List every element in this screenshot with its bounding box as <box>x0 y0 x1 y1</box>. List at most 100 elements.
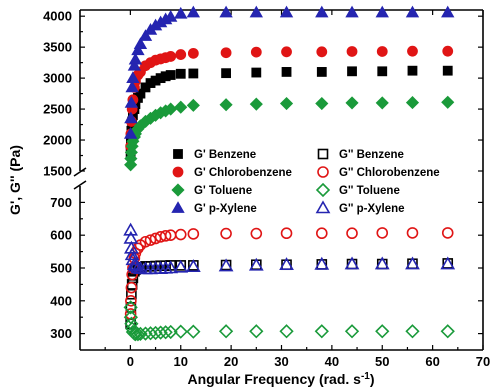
data-point <box>174 100 188 114</box>
data-point <box>344 324 360 339</box>
legend-label: G' Chlorobenzene <box>194 167 292 179</box>
legend-label: G' Toluene <box>194 185 252 197</box>
data-point <box>405 324 420 339</box>
data-point <box>346 46 358 57</box>
data-point <box>375 5 389 18</box>
data-point <box>125 80 139 93</box>
data-point <box>251 67 262 78</box>
data-point <box>144 234 157 246</box>
legend-item: G' Toluene <box>171 183 252 197</box>
y-tick-label: 3500 <box>43 40 72 55</box>
data-point <box>218 324 234 339</box>
data-point <box>173 324 188 339</box>
series-g-toluene <box>123 300 455 342</box>
series-g-p-xylene <box>123 222 456 275</box>
data-point <box>174 6 188 19</box>
x-tick-label: 30 <box>274 354 288 369</box>
data-point <box>124 96 139 108</box>
data-point <box>158 325 173 340</box>
data-point <box>163 260 179 274</box>
data-point <box>314 256 330 270</box>
legend-label: G'' Chlorobenzene <box>339 167 440 179</box>
legend-item: G'' Toluene <box>315 182 400 198</box>
x-tick-label: 20 <box>224 354 238 369</box>
data-point <box>135 88 146 99</box>
series-layer <box>123 5 456 342</box>
legend-marker <box>315 200 331 214</box>
data-point <box>376 227 389 239</box>
series-g-chlorobenzene <box>124 227 454 320</box>
x-tick-label: 40 <box>325 354 339 369</box>
legend-marker <box>317 166 329 178</box>
x-tick-label: 60 <box>425 354 439 369</box>
x-tick-label: 0 <box>127 354 134 369</box>
data-point <box>407 45 418 57</box>
x-axis-title: Angular Frequency (rad. s-1) <box>187 371 374 387</box>
legend-item: G' Benzene <box>173 149 256 161</box>
data-point <box>148 325 163 341</box>
data-point <box>127 58 142 71</box>
data-point <box>126 288 137 300</box>
data-point <box>249 5 264 18</box>
data-point <box>138 326 153 341</box>
axis-break-mark-top <box>73 167 87 177</box>
data-point <box>248 257 264 271</box>
legend-label: G'' p-Xylene <box>339 203 405 215</box>
data-point <box>279 324 294 339</box>
legend-label: G'' Toluene <box>339 185 400 197</box>
data-point <box>187 47 199 59</box>
y-ticks-upper: 1500 2000 2500 3000 3500 4000 <box>43 9 483 179</box>
data-point <box>175 49 187 60</box>
y-tick-label: 700 <box>50 195 72 210</box>
data-point <box>346 227 358 240</box>
data-point <box>163 324 178 340</box>
data-point <box>125 281 138 294</box>
data-point <box>316 46 328 58</box>
data-point <box>123 222 139 236</box>
legend-item: G'' p-Xylene <box>315 200 405 215</box>
data-point <box>153 325 168 340</box>
series-g-toluene <box>124 95 455 172</box>
data-point <box>173 259 189 273</box>
data-point <box>174 228 187 241</box>
legend-marker <box>315 182 331 198</box>
data-point <box>187 228 200 240</box>
data-point <box>220 227 232 240</box>
data-point <box>344 256 360 270</box>
legend-label: G'' Benzene <box>339 149 404 161</box>
data-point <box>220 47 232 59</box>
y-tick-label: 4000 <box>43 9 72 24</box>
data-point <box>374 256 390 270</box>
legend-item: G'' Chlorobenzene <box>317 166 440 179</box>
legend-item: G'' Benzene <box>317 148 404 161</box>
data-point <box>442 65 453 76</box>
legend-marker <box>171 201 185 213</box>
data-point <box>405 96 420 110</box>
x-ticks: 0 10 20 30 40 50 60 70 <box>104 10 490 369</box>
data-point <box>280 227 293 240</box>
data-point <box>442 45 454 57</box>
data-point <box>315 5 329 18</box>
legend-item: G' p-Xylene <box>171 201 257 215</box>
series-g-p-xylene <box>123 5 455 139</box>
series-g-benzene <box>125 65 453 158</box>
data-point <box>441 227 454 239</box>
data-point <box>186 5 201 18</box>
y-tick-label: 300 <box>50 326 72 341</box>
x-tick-label: 50 <box>375 354 389 369</box>
y-ticks-lower: 300 400 500 600 700 <box>50 195 483 341</box>
data-point <box>128 52 143 65</box>
data-point <box>165 51 177 62</box>
data-point <box>219 98 233 112</box>
x-tick-label: 10 <box>174 354 188 369</box>
data-point <box>316 67 327 77</box>
data-point <box>123 300 138 315</box>
data-point <box>375 96 389 110</box>
data-point <box>138 29 153 41</box>
data-point <box>249 324 264 339</box>
data-point <box>128 327 143 342</box>
data-point <box>218 258 234 272</box>
y-tick-label: 1500 <box>43 164 72 179</box>
y-tick-label: 400 <box>50 293 72 308</box>
data-point <box>281 46 292 58</box>
